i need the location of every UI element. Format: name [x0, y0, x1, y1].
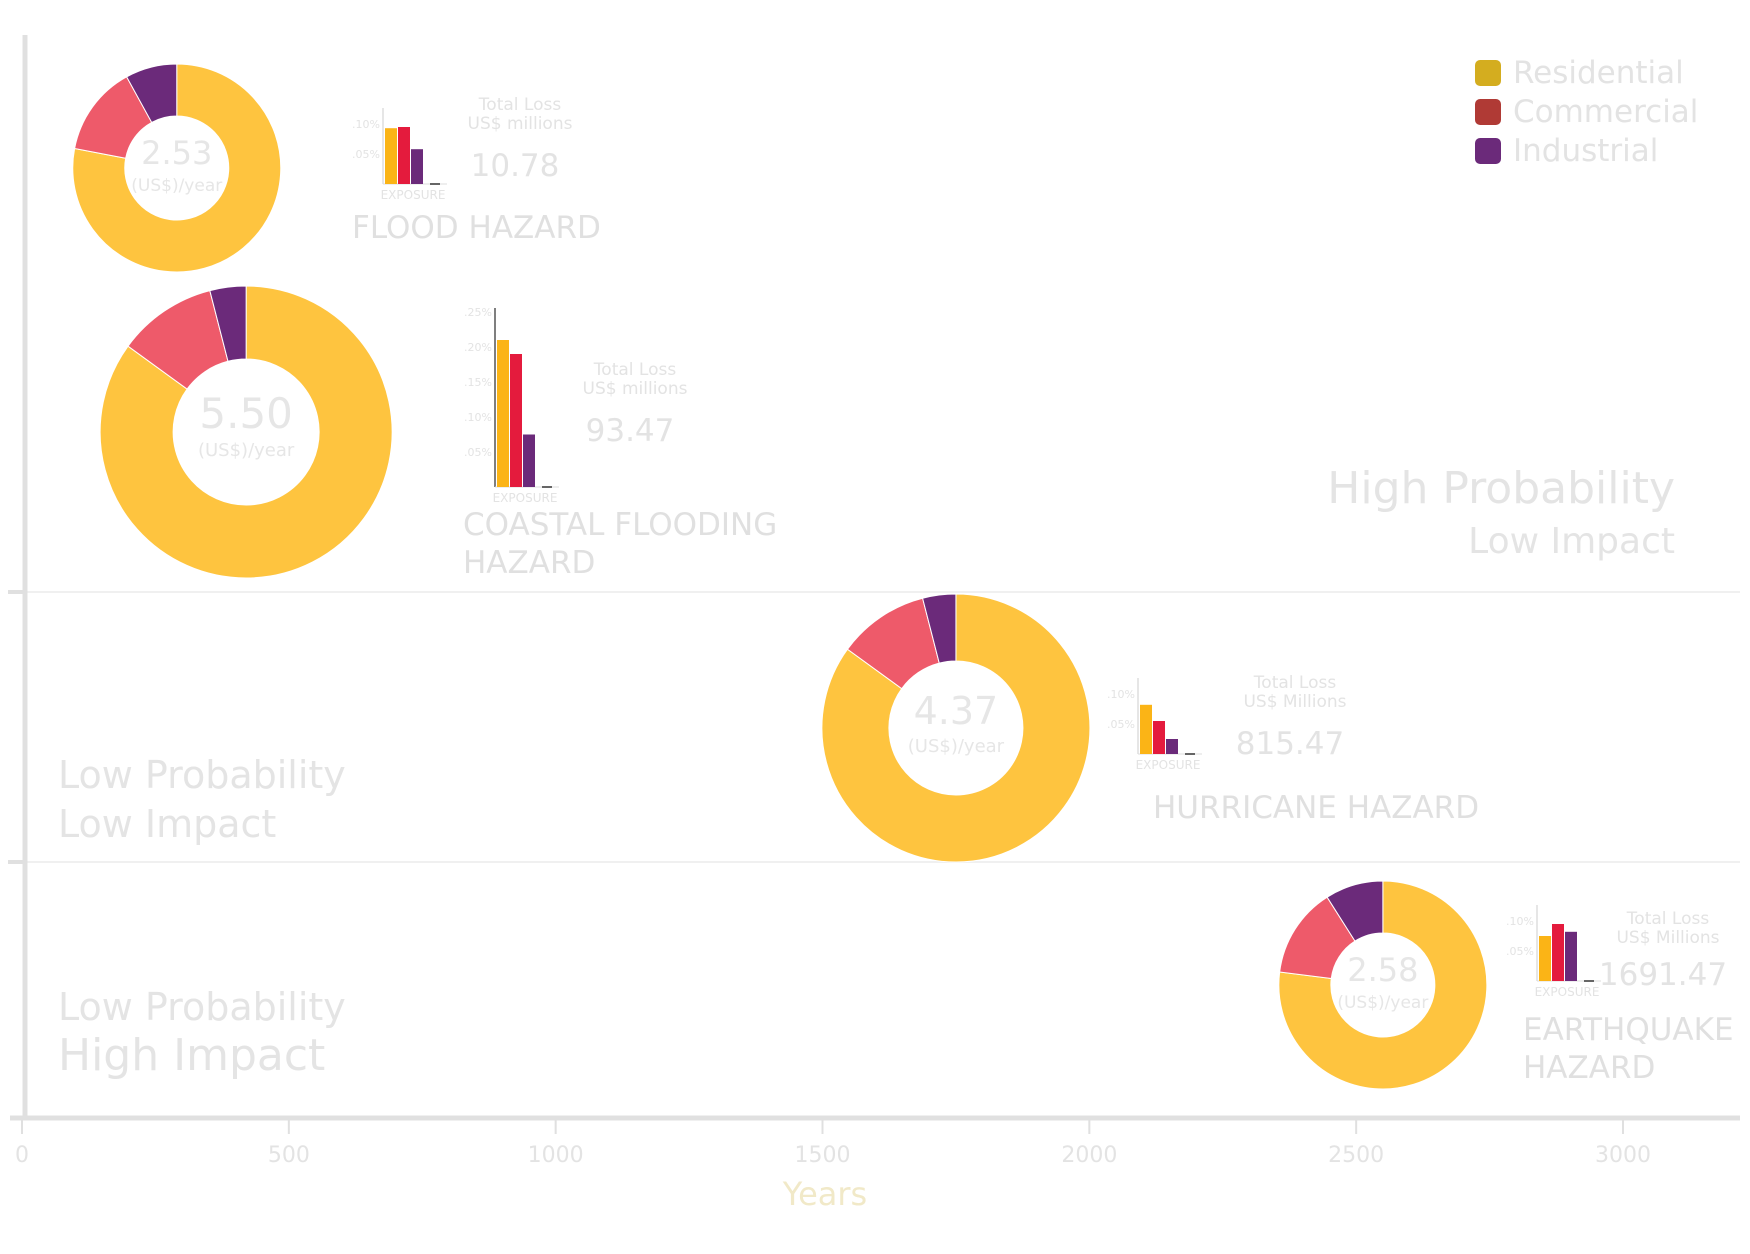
total-loss-label: Total Loss	[593, 360, 677, 380]
hazard-group: 4.37 (US$)/year .10% .05% EXPOSURE Total Loss…	[821, 593, 1479, 863]
exposure-label: EXPOSURE	[1136, 758, 1201, 772]
exposure-bar-residential	[385, 128, 397, 184]
x-tick-label: 500	[268, 1143, 310, 1168]
total-loss-value: 10.78	[471, 148, 560, 184]
total-loss-label: Total Loss	[1626, 909, 1710, 929]
zone-label-line1: High Probability	[1327, 463, 1675, 514]
exposure-tick-label: .10%	[352, 118, 380, 131]
exposure-bar-industrial	[1565, 931, 1577, 981]
donut-hole	[888, 661, 1023, 795]
hazard-name: HAZARD	[463, 545, 595, 581]
hazard-group: 5.50(US$)/year .25% .20% .15% .10% .05% EXPOSU…	[99, 285, 777, 581]
exposure-tick-label: .05%	[1506, 945, 1534, 958]
hazard-name: COASTAL FLOODING	[463, 507, 777, 543]
x-axis-title: Years	[782, 1175, 867, 1213]
donut-unit: (US$)/year	[908, 736, 1005, 757]
hazard-name: FLOOD HAZARD	[352, 210, 601, 246]
exposure-tick-label: .10%	[1506, 915, 1534, 928]
exposure-bar-industrial	[523, 434, 535, 487]
total-loss-unit: US$ millions	[468, 114, 573, 134]
exposure-label: EXPOSURE	[493, 491, 558, 505]
x-tick-label: 0	[15, 1143, 29, 1168]
total-loss-unit: US$ millions	[583, 379, 688, 399]
donut-hole	[1330, 933, 1435, 1037]
hazard-name: HAZARD	[1523, 1050, 1655, 1086]
exposure-tick-label: .10%	[464, 411, 492, 424]
exposure-tick-label: .05%	[464, 446, 492, 459]
legend-label: Residential	[1513, 55, 1684, 91]
total-loss-value: 1691.47	[1599, 957, 1727, 993]
exposure-tick-label: .25%	[464, 306, 492, 319]
total-loss-label: Total Loss	[478, 95, 562, 115]
exposure-bar-industrial	[411, 149, 423, 184]
exposure-bar-commercial	[1552, 924, 1564, 981]
exposure-label: EXPOSURE	[1535, 985, 1600, 999]
x-tick-label: 2000	[1061, 1143, 1117, 1168]
exposure-tick-label: .10%	[1107, 688, 1135, 701]
exposure-tick-label: .15%	[464, 376, 492, 389]
x-tick-label: 1500	[795, 1143, 851, 1168]
zone-label-line2: Low Impact	[1468, 521, 1675, 562]
hazard-name: EARTHQUAKE	[1523, 1012, 1734, 1048]
exposure-tick-label: .05%	[352, 148, 380, 161]
total-loss-value: 93.47	[586, 413, 675, 449]
x-tick-label: 2500	[1328, 1143, 1384, 1168]
exposure-bar-industrial	[1166, 739, 1178, 754]
hazard-name: HURRICANE HAZARD	[1153, 790, 1479, 826]
exposure-tick-label: .05%	[1107, 718, 1135, 731]
zone-label-line2: High Impact	[58, 1030, 325, 1081]
donut-hole	[124, 116, 229, 220]
hazard-group: 2.53 (US$)/year .10% .05% EXPOSURE Total Loss…	[72, 63, 601, 273]
exposure-bar-residential	[497, 340, 509, 487]
x-tick-label: 1000	[528, 1143, 584, 1168]
donut-value: 5.50	[199, 389, 293, 438]
exposure-bar-residential	[1539, 936, 1551, 981]
total-loss-value: 815.47	[1236, 726, 1344, 762]
donut-value: 4.37	[914, 689, 999, 733]
donut-unit: (US$)/year	[131, 176, 222, 196]
exposure-bar-commercial	[510, 354, 522, 487]
zone-label-line2: Low Impact	[58, 802, 276, 846]
hazard-group: 2.58 (US$)/year .10% .05% EXPOSURE Total Loss…	[1278, 880, 1734, 1090]
exposure-bar-commercial	[398, 127, 410, 184]
zone-label-line1: Low Probability	[58, 985, 346, 1029]
donut-value: 2.53	[141, 134, 212, 172]
exposure-label: EXPOSURE	[381, 188, 446, 202]
x-tick-label: 3000	[1595, 1143, 1651, 1168]
total-loss-unit: US$ Millions	[1616, 928, 1719, 948]
exposure-tick-label: .20%	[464, 341, 492, 354]
legend-label: Industrial	[1513, 133, 1658, 169]
donut-hole	[173, 359, 320, 505]
donut-unit: (US$)/year	[198, 440, 295, 461]
legend-label: Commercial	[1513, 94, 1698, 130]
total-loss-unit: US$ Millions	[1243, 692, 1346, 712]
legend-swatch	[1475, 138, 1501, 164]
total-loss-label: Total Loss	[1253, 673, 1337, 693]
donut-value: 2.58	[1347, 951, 1418, 989]
legend-swatch	[1475, 60, 1501, 86]
zone-label-line1: Low Probability	[58, 753, 346, 797]
donut-unit: (US$)/year	[1337, 993, 1428, 1013]
exposure-bar-commercial	[1153, 721, 1165, 754]
exposure-bar-residential	[1140, 704, 1152, 754]
donut-slice-industrial	[125, 63, 178, 124]
legend-swatch	[1475, 99, 1501, 125]
